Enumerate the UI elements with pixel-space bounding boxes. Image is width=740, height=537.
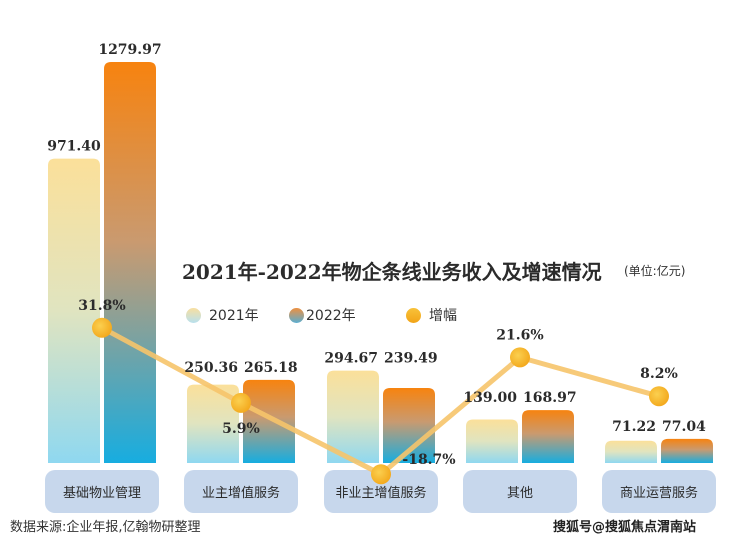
legend-item-2021: 2021年 [186, 305, 259, 325]
growth-point-2 [371, 464, 391, 485]
category-box-2 [324, 470, 438, 513]
value-label-2021-1: 250.36 [184, 360, 238, 376]
category-label-0: 基础物业管理 [63, 486, 141, 501]
growth-point-4 [649, 386, 669, 407]
category-box-3 [463, 470, 577, 513]
growth-point-3 [510, 347, 530, 368]
value-label-2021-3: 139.00 [463, 390, 517, 406]
bar-2021-1 [187, 384, 239, 463]
legend-item-growth: 增幅 [406, 305, 457, 325]
category-label-3: 其他 [507, 486, 533, 501]
category-label-1: 业主增值服务 [202, 485, 280, 501]
bar-2022-2 [383, 387, 435, 463]
bar-2022-0 [104, 62, 156, 463]
value-label-2022-0: 1279.97 [98, 42, 161, 58]
value-label-2021-0: 971.40 [47, 139, 101, 155]
bar-2022-3 [522, 410, 574, 463]
growth-label-1: 5.9% [222, 421, 260, 437]
legend-swatch-2021 [186, 307, 201, 323]
value-label-2021-2: 294.67 [324, 351, 378, 367]
legend-item-2022: 2022年 [289, 305, 356, 325]
bar-2022-4 [661, 438, 713, 463]
legend-label-growth: 增幅 [429, 308, 457, 324]
category-label-4: 商业运营服务 [620, 485, 698, 501]
watermark: 搜狐号@搜狐焦点渭南站 [553, 520, 697, 535]
growth-label-2: -18.7% [402, 452, 455, 468]
growth-label-0: 31.8% [78, 298, 125, 314]
value-label-2022-4: 77.04 [662, 419, 706, 435]
legend-label-2021: 2021年 [209, 308, 259, 324]
legend-swatch-growth [406, 307, 421, 323]
bar-2021-0 [48, 158, 100, 463]
growth-line-layer [92, 317, 669, 485]
chart-title: 2021年-2022年物企条线业务收入及增速情况 [182, 260, 602, 284]
labels-layer: 971.40 1279.97 250.36 265.18 294.67 239.49 139… [47, 42, 706, 468]
bar-2021-4 [605, 440, 657, 463]
bar-2021-2 [327, 370, 379, 463]
category-label-2: 非业主增值服务 [335, 485, 426, 501]
value-label-2022-1: 265.18 [244, 360, 298, 376]
value-label-2021-4: 71.22 [612, 419, 656, 435]
growth-point-0 [92, 317, 112, 338]
bar-2021-3 [466, 419, 518, 463]
growth-label-3: 21.6% [496, 327, 543, 343]
data-source-note: 数据来源:企业年报,亿翰物研整理 [10, 520, 201, 535]
bars-layer [48, 62, 713, 463]
legend-swatch-2022 [289, 307, 304, 323]
growth-label-4: 8.2% [640, 366, 678, 382]
unit-label: (单位:亿元) [624, 264, 686, 278]
legend-label-2022: 2022年 [306, 308, 356, 324]
category-box-1 [184, 470, 298, 513]
bar-2022-1 [243, 379, 295, 463]
category-boxes-layer: 基础物业管理 业主增值服务 非业主增值服务 其他 商业运营服务 [45, 470, 716, 513]
value-label-2022-2: 239.49 [384, 351, 438, 367]
value-label-2022-3: 168.97 [523, 390, 577, 406]
category-box-0 [45, 470, 159, 513]
growth-point-1 [231, 392, 251, 413]
category-box-4 [602, 470, 716, 513]
